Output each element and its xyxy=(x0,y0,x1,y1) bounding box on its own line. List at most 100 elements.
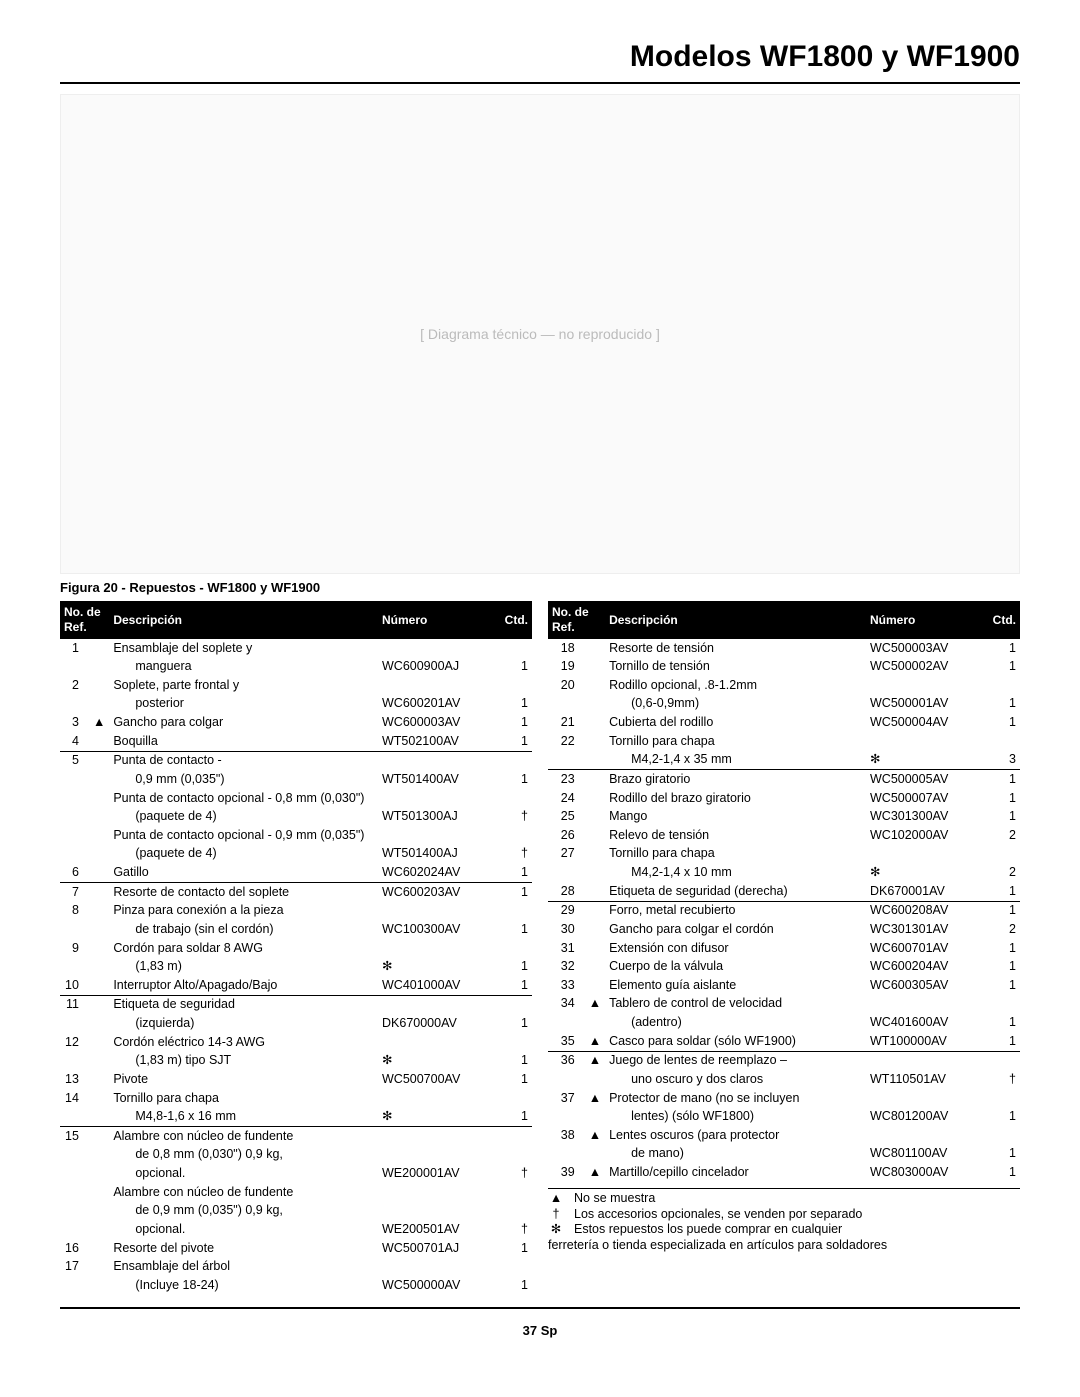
footnote-text: Estos repuestos los puede comprar en cua… xyxy=(574,1222,842,1238)
cell-desc: de 0,8 mm (0,030") 0,9 kg, xyxy=(109,1146,378,1165)
cell-qty: 1 xyxy=(984,789,1020,808)
cell-ref: 16 xyxy=(60,1239,89,1258)
table-row: 39▲Martillo/cepillo cinceladorWC803000AV… xyxy=(548,1164,1020,1183)
table-row: 7Resorte de contacto del sopleteWC600203… xyxy=(60,883,532,902)
cell-symbol xyxy=(585,1108,605,1127)
cell-desc: Rodillo del brazo giratorio xyxy=(605,789,866,808)
cell-number: ✻ xyxy=(866,864,984,883)
cell-number: ✻ xyxy=(866,751,984,770)
cell-number: WT100000AV xyxy=(866,1032,984,1051)
cell-symbol xyxy=(89,1052,109,1071)
cell-ref: 38 xyxy=(548,1126,585,1145)
cell-ref xyxy=(548,1070,585,1089)
table-row: de 0,9 mm (0,035") 0,9 kg, xyxy=(60,1202,532,1221)
cell-desc: Tornillo para chapa xyxy=(109,1089,378,1108)
cell-qty: 1 xyxy=(496,658,532,677)
cell-number xyxy=(378,1127,496,1146)
cell-number: WC500005AV xyxy=(866,770,984,789)
cell-ref xyxy=(60,1108,89,1127)
footnote-mark: ✻ xyxy=(548,1222,564,1238)
cell-qty: 2 xyxy=(984,920,1020,939)
hdr-ctd: Ctd. xyxy=(496,601,532,639)
cell-symbol xyxy=(89,676,109,695)
cell-symbol xyxy=(89,1183,109,1202)
cell-qty xyxy=(496,789,532,808)
cell-ref: 37 xyxy=(548,1089,585,1108)
cell-ref xyxy=(60,1183,89,1202)
cell-ref: 31 xyxy=(548,939,585,958)
cell-desc: posterior xyxy=(109,695,378,714)
cell-symbol xyxy=(89,1202,109,1221)
cell-desc: (izquierda) xyxy=(109,1015,378,1034)
cell-desc: Brazo giratorio xyxy=(605,770,866,789)
cell-qty: 2 xyxy=(984,826,1020,845)
cell-symbol xyxy=(89,1070,109,1089)
cell-symbol xyxy=(585,826,605,845)
cell-qty: 1 xyxy=(496,864,532,883)
cell-desc: Punta de contacto opcional - 0,9 mm (0,0… xyxy=(109,826,378,845)
cell-desc: Resorte del pivote xyxy=(109,1239,378,1258)
table-row: (adentro)WC401600AV1 xyxy=(548,1014,1020,1033)
table-row: M4,2-1,4 x 35 mm✻3 xyxy=(548,751,1020,770)
cell-number: WC600201AV xyxy=(378,695,496,714)
footnote-mark: † xyxy=(548,1207,564,1223)
table-row: 32Cuerpo de la válvulaWC600204AV1 xyxy=(548,958,1020,977)
cell-number xyxy=(866,995,984,1014)
cell-qty: 1 xyxy=(984,658,1020,677)
cell-symbol xyxy=(585,1070,605,1089)
cell-ref: 34 xyxy=(548,995,585,1014)
table-row: (paquete de 4)WT501300AJ† xyxy=(60,808,532,827)
cell-symbol: ▲ xyxy=(585,1126,605,1145)
cell-number: DK670001AV xyxy=(866,882,984,901)
cell-desc: Cubierta del rodillo xyxy=(605,714,866,733)
table-row: 0,9 mm (0,035")WT501400AV1 xyxy=(60,770,532,789)
table-row: 15Alambre con núcleo de fundente xyxy=(60,1127,532,1146)
cell-symbol xyxy=(89,770,109,789)
cell-number: WC100300AV xyxy=(378,920,496,939)
table-row: M4,2-1,4 x 10 mm✻2 xyxy=(548,864,1020,883)
cell-desc: Punta de contacto opcional - 0,8 mm (0,0… xyxy=(109,789,378,808)
cell-desc: Casco para soldar (sólo WF1900) xyxy=(605,1032,866,1051)
cell-number: WT501400AV xyxy=(378,770,496,789)
cell-symbol: ▲ xyxy=(585,1164,605,1183)
table-row: 34▲Tablero de control de velocidad xyxy=(548,995,1020,1014)
cell-symbol xyxy=(89,808,109,827)
cell-ref xyxy=(60,1202,89,1221)
table-row: 31Extensión con difusorWC600701AV1 xyxy=(548,939,1020,958)
cell-qty: 1 xyxy=(984,714,1020,733)
cell-number: WC801100AV xyxy=(866,1145,984,1164)
cell-symbol: ▲ xyxy=(89,714,109,733)
cell-qty: 1 xyxy=(984,808,1020,827)
cell-desc: de mano) xyxy=(605,1145,866,1164)
table-header: No. de Ref. Descripción Número Ctd. xyxy=(60,601,532,639)
cell-ref xyxy=(60,920,89,939)
cell-desc: Etiqueta de seguridad xyxy=(109,995,378,1014)
cell-ref: 18 xyxy=(548,639,585,658)
footnote-mark: ▲ xyxy=(548,1191,564,1207)
table-row: 38▲Lentes oscuros (para protector xyxy=(548,1126,1020,1145)
table-row: 19Tornillo de tensiónWC500002AV1 xyxy=(548,658,1020,677)
cell-qty: 1 xyxy=(496,920,532,939)
cell-symbol xyxy=(89,1033,109,1052)
cell-qty xyxy=(984,1051,1020,1070)
cell-symbol xyxy=(89,1015,109,1034)
cell-ref xyxy=(60,770,89,789)
cell-desc: Pinza para conexión a la pieza xyxy=(109,902,378,921)
cell-qty: 1 xyxy=(496,1052,532,1071)
table-row: 33Elemento guía aislanteWC600305AV1 xyxy=(548,976,1020,995)
cell-ref xyxy=(548,751,585,770)
cell-symbol: ▲ xyxy=(585,1089,605,1108)
figure-diagram: [ Diagrama técnico — no reproducido ] xyxy=(60,94,1020,574)
cell-qty xyxy=(496,751,532,770)
cell-qty: 1 xyxy=(496,695,532,714)
cell-desc: (paquete de 4) xyxy=(109,808,378,827)
table-row: 26Relevo de tensiónWC102000AV2 xyxy=(548,826,1020,845)
cell-number: WC301300AV xyxy=(866,808,984,827)
cell-ref: 26 xyxy=(548,826,585,845)
cell-qty: 1 xyxy=(496,1108,532,1127)
cell-ref: 20 xyxy=(548,676,585,695)
cell-number: WC500004AV xyxy=(866,714,984,733)
cell-qty xyxy=(984,845,1020,864)
cell-number: WC600003AV xyxy=(378,714,496,733)
cell-qty: 1 xyxy=(984,958,1020,977)
